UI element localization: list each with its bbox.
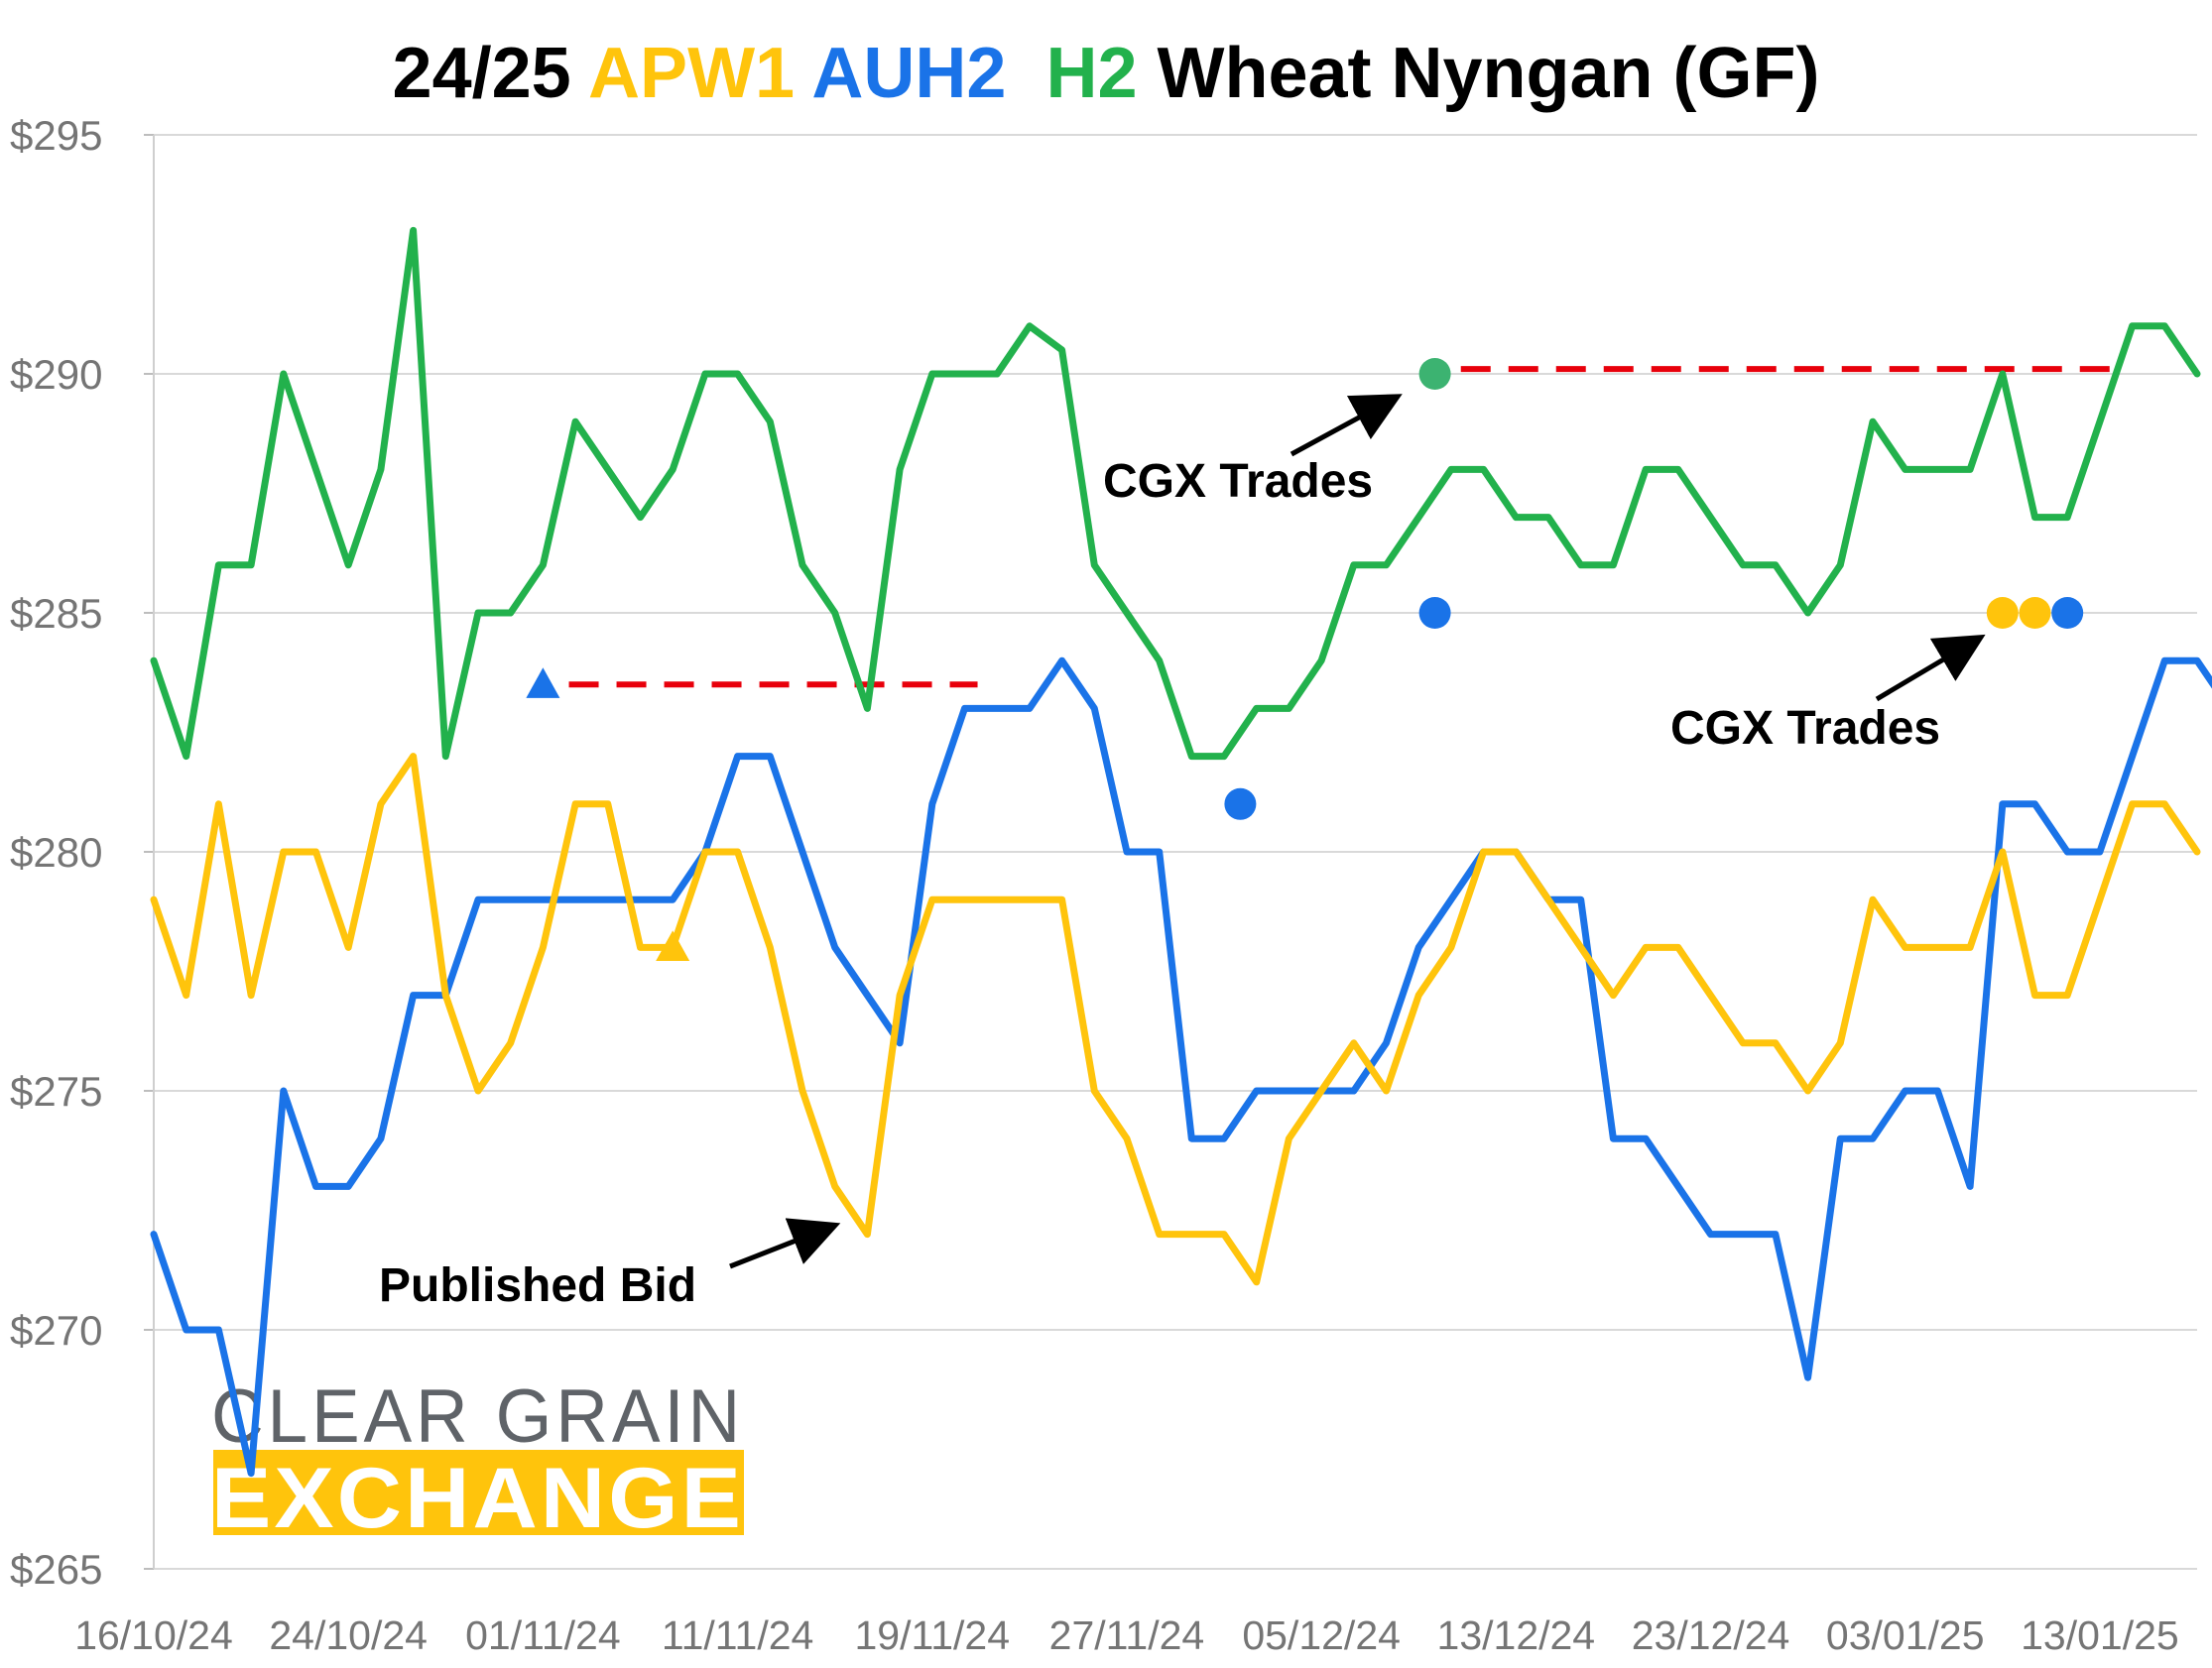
title-part-0: 24/25	[393, 34, 589, 113]
trade-markers	[526, 358, 2084, 961]
title-part-4: Wheat Nyngan (GF)	[1158, 34, 1820, 113]
clear-grain-exchange-logo: CLEAR GRAIN EXCHANGE	[211, 1374, 744, 1546]
trade-marker-circle	[1224, 787, 1257, 820]
trade-level-lines	[568, 366, 2117, 688]
y-tick-label: $275	[10, 1068, 102, 1115]
x-tick-label: 01/11/24	[465, 1612, 621, 1658]
title-part-2: AUH2	[811, 34, 1045, 113]
logo-band	[213, 1450, 744, 1535]
annotation-cgx-trades-upper: CGX Trades	[1103, 455, 1373, 508]
series-line-apw1	[150, 753, 2201, 1286]
x-tick-label: 11/11/24	[662, 1612, 814, 1658]
y-axis: $295 $290 $285 $280 $275 $270 $265	[10, 112, 155, 1593]
trade-marker-circle	[1418, 358, 1451, 390]
x-tick-label: 19/11/24	[854, 1612, 1010, 1658]
x-tick-label: 27/11/24	[1049, 1612, 1205, 1658]
annotation-cgx-trades-lower: CGX Trades	[1670, 702, 1940, 755]
x-tick-label: 13/12/24	[1437, 1612, 1596, 1658]
trade-marker-circle	[1418, 597, 1451, 629]
trade-marker-circle	[1986, 597, 2019, 629]
y-tick-label: $270	[10, 1307, 102, 1354]
y-tick-label: $290	[10, 351, 102, 398]
logo-line1: CLEAR GRAIN	[211, 1374, 744, 1459]
series-line-h2	[150, 226, 2201, 761]
trade-marker-triangle	[526, 667, 560, 698]
y-tick-label: $280	[10, 829, 102, 876]
arrow-published-bid	[729, 1218, 841, 1269]
chart-title: 24/25 APW1 AUH2 H2 Wheat Nyngan (GF)	[393, 34, 1820, 113]
x-tick-label: 05/12/24	[1242, 1612, 1401, 1658]
annotation-published-bid: Published Bid	[379, 1259, 696, 1312]
x-tick-label: 13/01/25	[2021, 1612, 2179, 1658]
y-tick-label: $265	[10, 1546, 102, 1593]
x-axis: 16/10/24 24/10/24 01/11/24 11/11/24 19/11/24…	[74, 1612, 2179, 1658]
x-tick-label: 24/10/24	[269, 1612, 428, 1658]
arrow-cgx-trades-lower	[1875, 634, 1986, 702]
y-tick-label: $285	[10, 590, 102, 637]
grid-lines	[154, 134, 2197, 1570]
title-part-1: APW1	[588, 34, 811, 113]
trade-marker-triangle	[656, 930, 690, 961]
x-tick-label: 03/01/25	[1826, 1612, 1985, 1658]
x-tick-label: 23/12/24	[1632, 1612, 1790, 1658]
title-part-3: H2	[1045, 34, 1157, 113]
trade-marker-circle	[2019, 597, 2051, 629]
trade-marker-circle	[2051, 597, 2084, 629]
y-tick-label: $295	[10, 112, 102, 159]
logo-line2: EXCHANGE	[211, 1451, 744, 1546]
series-lines	[150, 226, 2212, 1478]
arrow-cgx-trades-upper	[1290, 394, 1403, 457]
series-line-auh2	[150, 656, 2212, 1478]
x-tick-label: 16/10/24	[74, 1612, 233, 1658]
annotations: CGX Trades CGX Trades Published Bid	[379, 394, 1986, 1312]
